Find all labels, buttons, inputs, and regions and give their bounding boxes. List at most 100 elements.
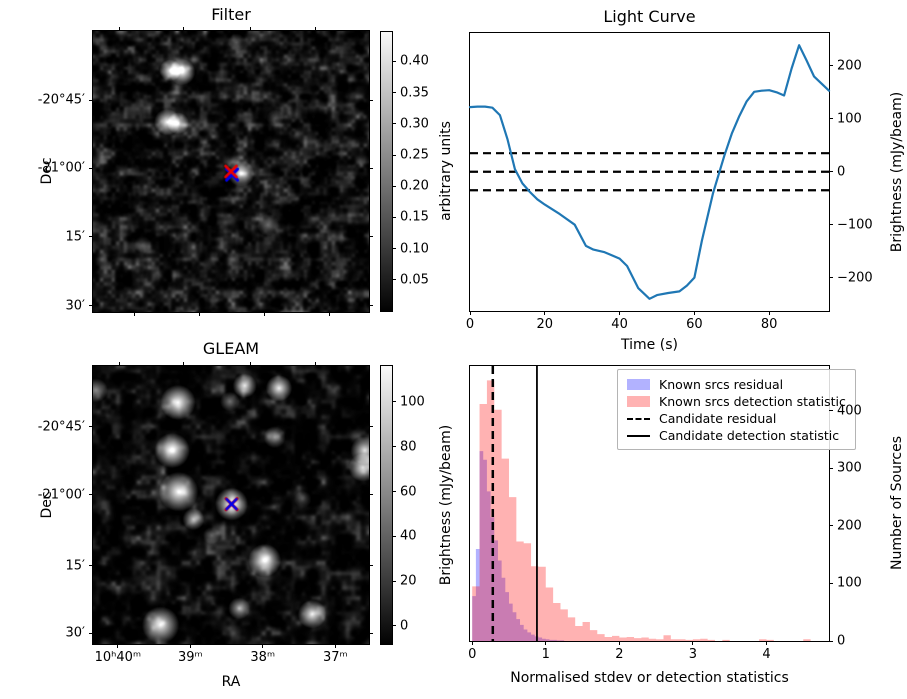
legend-item-known-srcs-residual: Known srcs residual [627, 376, 846, 393]
gleam-colorbar: 100 80 60 40 20 0 [380, 365, 425, 645]
dec-tick-label: 15′ [65, 229, 86, 245]
axis-tick [89, 236, 93, 238]
legend-item-candidate-detection: Candidate detection statistic [627, 427, 846, 444]
axis-tick [264, 312, 266, 316]
number-of-sources-axis-label: Number of Sources [889, 435, 905, 571]
time-tick-label: 40 [611, 317, 628, 332]
axis-tick [369, 632, 373, 634]
legend-label: Candidate detection statistic [659, 428, 840, 443]
colorbar-tick-label: 60 [400, 484, 417, 500]
colorbar-tick-label: 0.05 [400, 272, 429, 288]
colorbar-tick-label: 0.10 [400, 241, 429, 256]
axis-tick [768, 311, 770, 315]
dec-tick-label: -21°00′ [37, 160, 85, 176]
nsources-tick-label: 200 [837, 518, 862, 534]
histogram-series [472, 451, 565, 641]
dec-tick-label: -20°45′ [37, 419, 85, 435]
ra-tick-label: 38ᵐ [250, 650, 276, 665]
nsources-tick-label: 100 [837, 575, 862, 591]
time-axis-label: Time (s) [621, 337, 678, 353]
axis-tick [89, 305, 93, 307]
colorbar-tick-label: 80 [400, 439, 417, 455]
axis-tick [829, 467, 833, 469]
axis-tick [392, 92, 396, 94]
legend-swatch-red-patch [627, 396, 650, 407]
axis-tick [392, 248, 396, 249]
axis-tick [392, 279, 396, 281]
colorbar-tick-label: 0.20 [400, 178, 429, 194]
axis-tick [328, 312, 330, 316]
axis-tick [469, 311, 471, 315]
gleam-colorbar-label: Brightness (mJy/beam) [438, 424, 454, 586]
axis-tick [89, 494, 93, 496]
axis-tick [829, 410, 833, 412]
stdev-tick-label: 0 [468, 647, 477, 662]
histogram-series [472, 380, 811, 641]
axis-tick [392, 123, 396, 125]
nsources-tick-label: 300 [837, 460, 862, 476]
gleam-title: GLEAM [202, 339, 260, 358]
stdev-tick-label: 3 [688, 647, 698, 662]
histogram-plot [472, 366, 811, 641]
axis-tick [392, 216, 396, 218]
axis-tick [392, 60, 396, 62]
light-curve-plot [468, 44, 831, 300]
axis-tick [471, 641, 473, 645]
axis-tick [369, 565, 373, 567]
axis-tick [392, 154, 396, 156]
legend-solid-line-sample [627, 434, 650, 437]
colorbar-tick-label: 40 [400, 528, 417, 544]
legend: Known srcs residual Known srcs detection… [617, 369, 856, 450]
ra-tick-label: 10ʰ40ᵐ [94, 650, 142, 665]
colorbar-tick-label: 0.15 [400, 209, 429, 225]
ra-tick-label: 39ᵐ [177, 650, 203, 665]
axis-tick [262, 644, 264, 648]
light-curve-line [468, 44, 831, 300]
axis-tick [369, 494, 373, 496]
stdev-tick-label: 1 [541, 647, 550, 662]
axis-tick [619, 311, 621, 315]
dec-tick-label: 30′ [65, 625, 86, 641]
axis-tick [392, 185, 396, 187]
legend-item-candidate-residual: Candidate residual [627, 410, 846, 427]
axis-tick [89, 167, 93, 169]
axis-tick [392, 401, 396, 403]
legend-label: Known srcs detection statistic [659, 394, 846, 409]
axis-tick [692, 641, 694, 645]
filter-sky-image [93, 31, 369, 312]
stdev-tick-label: 2 [615, 647, 624, 662]
ra-axis-label: RA [221, 674, 241, 690]
axis-tick [544, 311, 546, 315]
axis-tick [369, 305, 373, 307]
axis-tick [618, 641, 620, 645]
colorbar-tick-label: 0 [400, 618, 409, 634]
axis-tick [829, 277, 833, 279]
axis-tick [118, 362, 120, 366]
axis-tick [189, 644, 191, 648]
stdev-tick-label: 4 [762, 647, 771, 662]
axis-tick [250, 27, 252, 31]
colorbar-tick-label: 0.35 [400, 85, 429, 101]
time-tick-label: 80 [760, 317, 778, 332]
legend-dashed-line-sample [627, 417, 650, 420]
brightness-axis-label: Brightness (mJy/beam) [889, 91, 905, 253]
gleam-image-panel: -20°45′ -21°00′ 15′ 30′ 10ʰ40ᵐ 39ᵐ 38ᵐ 37ᵐ [38, 362, 373, 664]
axis-tick [199, 312, 201, 316]
axis-tick [392, 625, 396, 627]
axis-tick [89, 426, 93, 428]
axis-tick [392, 580, 396, 582]
nsources-tick-label: 0 [837, 633, 846, 649]
hist-x-axis-label: Normalised stdev or detection statistics [510, 670, 789, 686]
colorbar-tick-label: 0.30 [400, 116, 429, 132]
axis-tick [117, 644, 119, 648]
legend-item-known-srcs-detection: Known srcs detection statistic [627, 393, 846, 410]
axis-tick [314, 27, 316, 31]
axis-tick [829, 65, 833, 67]
brightness-tick-label: 200 [837, 58, 862, 74]
axis-tick [765, 641, 767, 645]
histogram-panel: Known srcs residual Known srcs detection… [468, 365, 862, 661]
axis-tick [369, 99, 373, 101]
brightness-tick-label: 100 [837, 111, 862, 127]
time-tick-label: 20 [536, 317, 554, 332]
filter-colorbar: 0.40 0.35 0.30 0.25 0.20 0.15 0.10 0.05 [380, 31, 429, 312]
